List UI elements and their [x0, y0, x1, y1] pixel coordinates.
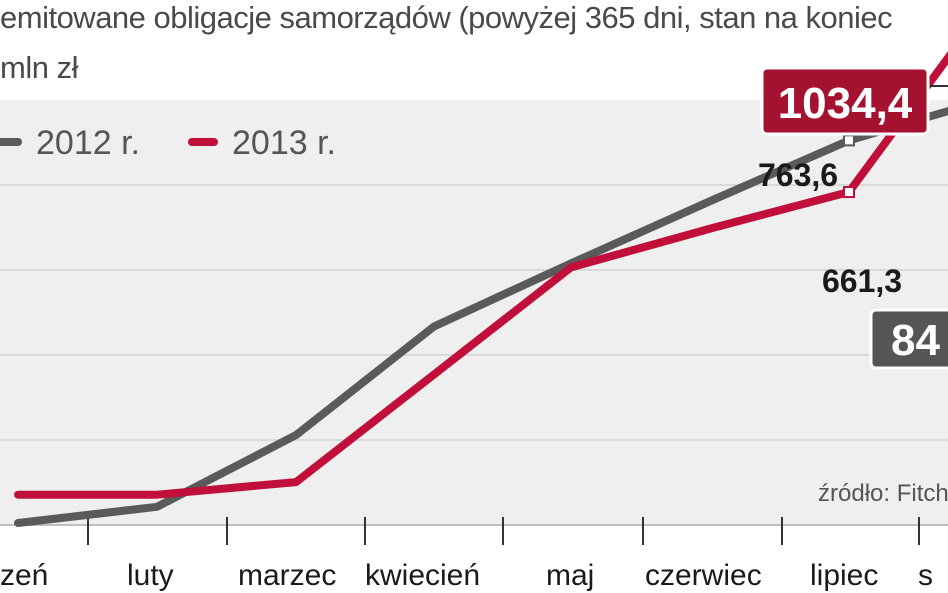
- x-axis-ticks: [87, 517, 920, 545]
- chart-unit: mln zł: [0, 50, 78, 85]
- series-line-1: [14, 51, 948, 499]
- x-axis-labels: yczeń luty marzec kwiecień maj czerwiec lipiec…: [0, 559, 933, 592]
- value-label-2012-lipiec: 763,6: [758, 157, 838, 193]
- marker-1-6: [843, 186, 855, 199]
- plot-background: [0, 100, 948, 525]
- x-tick-label-3: kwiecień: [365, 559, 480, 592]
- gridlines: [0, 184, 948, 441]
- legend-swatch-2013: [188, 138, 218, 147]
- x-tick-label-5: czerwiec: [645, 559, 762, 592]
- x-tick-label-2: marzec: [238, 559, 336, 592]
- value-badge-2012: [869, 308, 948, 370]
- x-tick-label-7: s: [918, 559, 933, 592]
- x-tick-label-4: maj: [546, 559, 594, 592]
- value-badge-2013: [760, 66, 930, 136]
- value-annotations: 763,6 661,3 1034,4 84: [758, 66, 948, 370]
- value-label-2013-lipiec: 661,3: [822, 263, 902, 299]
- legend-item-2012: 2012 r.: [0, 124, 140, 163]
- value-badge-2013-text: 1034,4: [778, 79, 913, 128]
- marker-0-6: [843, 134, 855, 147]
- x-tick-label-6: lipiec: [810, 559, 878, 592]
- legend-swatch-2012: [0, 138, 22, 147]
- legend-label-2012: 2012 r.: [36, 124, 140, 162]
- x-tick-label-1: luty: [127, 559, 174, 592]
- chart-title: emitowane obligacje samorządów (powyżej …: [0, 0, 893, 35]
- source-label: źródło: Fitch: [818, 480, 948, 507]
- series-lines: [14, 51, 948, 527]
- legend-label-2013: 2013 r.: [232, 124, 336, 162]
- value-badge-2012-text: 84: [891, 316, 940, 365]
- x-tick-label-0: yczeń: [0, 559, 48, 592]
- legend-item-2013: 2013 r.: [188, 124, 336, 163]
